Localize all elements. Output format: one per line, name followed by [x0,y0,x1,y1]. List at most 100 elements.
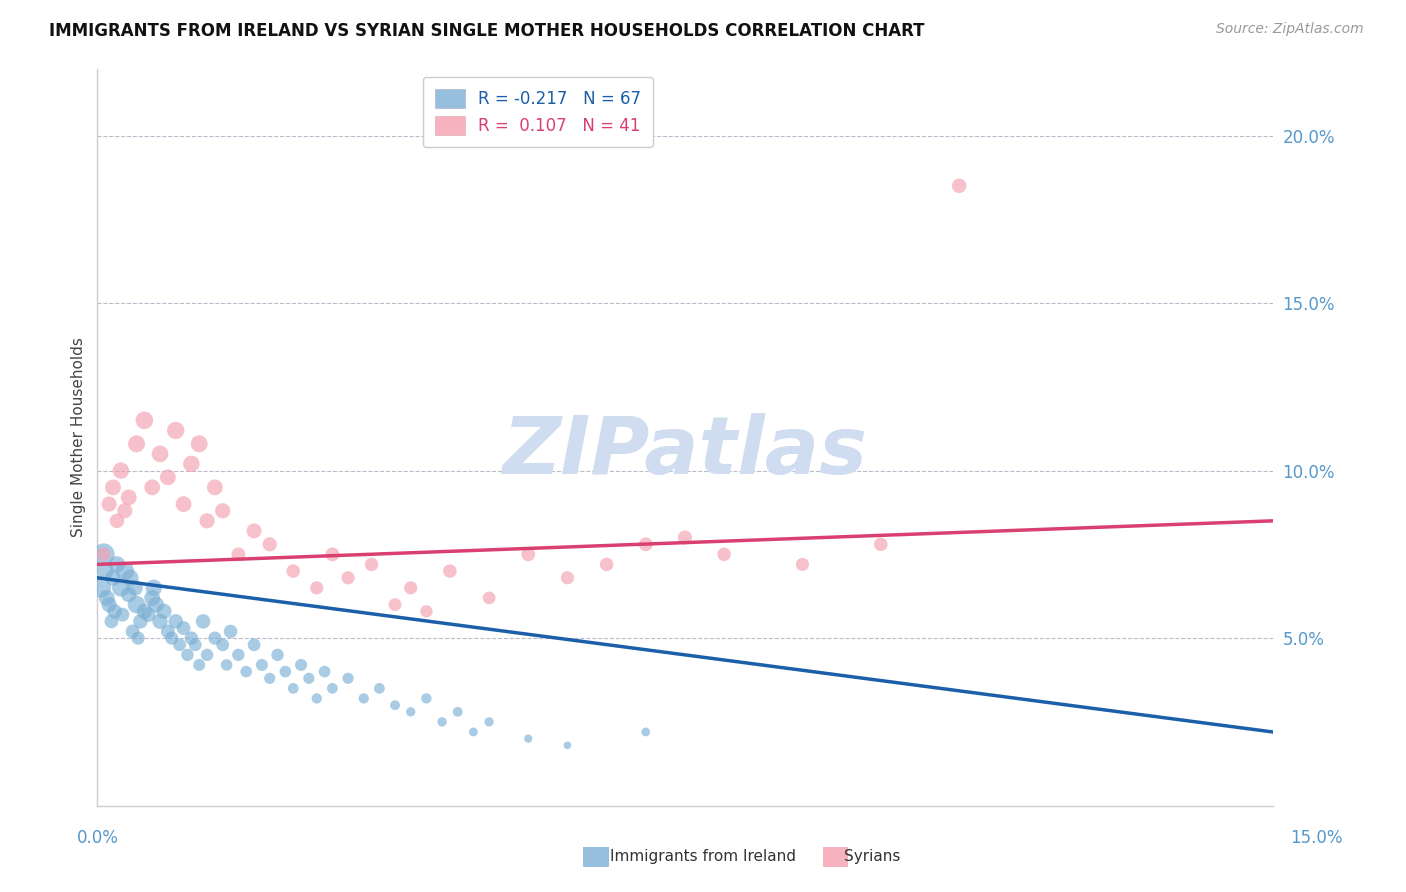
Point [118,588,141,602]
Point [101,571,124,585]
Point [321,681,343,696]
Point [105,514,128,528]
Point [165,423,187,437]
Point [353,691,375,706]
Point [415,691,437,706]
Y-axis label: Single Mother Households: Single Mother Households [72,337,86,537]
Point [399,581,422,595]
Point [93,547,115,561]
Point [228,547,250,561]
Point [673,531,696,545]
Point [101,480,124,494]
Point [314,665,336,679]
Point [156,470,179,484]
Point [134,413,156,427]
Point [180,631,202,645]
Point [141,591,163,605]
Point [110,581,132,595]
Point [125,437,148,451]
Point [360,558,382,572]
Point [219,624,242,639]
Point [713,547,735,561]
Point [105,558,128,572]
Text: 0.0%: 0.0% [77,830,120,847]
Point [321,547,343,561]
Point [160,631,183,645]
Point [384,598,406,612]
Point [368,681,391,696]
Point [180,457,202,471]
Point [118,491,141,505]
Point [478,591,501,605]
Point [121,624,143,639]
Point [94,564,117,578]
Point [125,598,148,612]
Point [173,497,195,511]
Point [127,631,149,645]
Point [337,671,360,685]
Point [211,504,233,518]
Point [149,447,172,461]
Point [134,604,156,618]
Point [120,571,142,585]
Point [557,571,579,585]
Point [283,564,305,578]
Point [463,725,485,739]
Point [215,657,238,672]
Point [165,615,187,629]
Point [184,638,207,652]
Point [557,739,579,753]
Point [305,691,328,706]
Point [195,648,218,662]
Point [792,558,814,572]
Point [103,604,125,618]
Point [478,714,501,729]
Point [153,604,176,618]
Point [290,657,312,672]
Point [235,665,257,679]
Text: Immigrants from Ireland: Immigrants from Ireland [610,849,796,863]
Text: Source: ZipAtlas.com: Source: ZipAtlas.com [1216,22,1364,37]
Point [274,665,297,679]
Point [142,581,165,595]
Point [169,638,191,652]
Text: 15.0%: 15.0% [1291,830,1343,847]
Point [266,648,288,662]
Point [517,731,540,746]
Text: ZIPatlas: ZIPatlas [502,413,868,491]
Point [176,648,198,662]
Point [259,537,281,551]
Point [259,671,281,685]
Point [93,547,115,561]
Point [100,615,122,629]
Point [634,725,657,739]
Point [243,638,266,652]
Point [204,480,226,494]
Text: Syrians: Syrians [844,849,900,863]
Point [114,564,136,578]
Point [337,571,360,585]
Point [136,607,159,622]
Point [948,178,970,193]
Point [211,638,233,652]
Point [305,581,328,595]
Point [595,558,617,572]
Point [384,698,406,712]
Point [111,607,134,622]
Point [228,648,250,662]
Point [98,598,121,612]
Point [141,480,163,494]
Point [188,437,211,451]
Point [399,705,422,719]
Point [634,537,657,551]
Text: IMMIGRANTS FROM IRELAND VS SYRIAN SINGLE MOTHER HOUSEHOLDS CORRELATION CHART: IMMIGRANTS FROM IRELAND VS SYRIAN SINGLE… [49,22,925,40]
Point [145,598,167,612]
Point [204,631,226,645]
Point [430,714,453,729]
Point [298,671,321,685]
Point [90,581,112,595]
Point [191,615,214,629]
Point [149,615,172,629]
Point [114,504,136,518]
Point [188,657,211,672]
